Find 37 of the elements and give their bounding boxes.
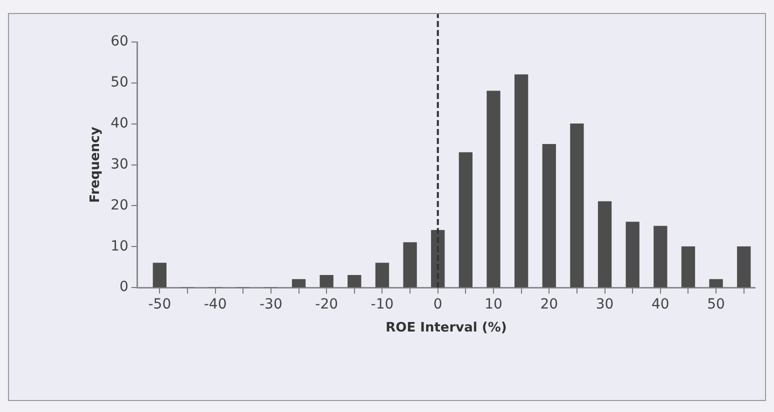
bar (152, 262, 166, 288)
x-tick-label: 0 (433, 296, 442, 313)
x-tick-label: 20 (540, 296, 558, 313)
y-tick-label: 0 (119, 279, 128, 296)
bar (403, 242, 417, 288)
y-axis-title: Frequency (88, 126, 104, 203)
y-tick-label: 60 (110, 34, 128, 50)
bar (709, 279, 723, 288)
bar (737, 246, 751, 288)
y-tick-label: 40 (110, 116, 128, 132)
x-tick-label: -40 (204, 296, 227, 313)
bar (626, 222, 640, 288)
x-axis-title: ROE Interval (%) (386, 320, 507, 336)
x-tick-label: -10 (370, 296, 394, 313)
bar (292, 279, 306, 288)
y-tick-label: 20 (110, 197, 128, 214)
y-tick-label: 50 (110, 74, 128, 91)
y-tick-label: 30 (110, 156, 128, 172)
bar (598, 201, 612, 288)
x-tick-label: -20 (315, 296, 338, 313)
x-tick-label: 30 (596, 296, 614, 313)
bar (570, 124, 584, 288)
bar (375, 262, 390, 288)
bar (514, 74, 528, 288)
x-tick-label: 10 (484, 296, 502, 313)
y-tick-label: 10 (110, 238, 128, 254)
bar (348, 274, 362, 288)
x-tick-label: -50 (148, 296, 172, 313)
bar (681, 246, 696, 288)
bar (654, 226, 668, 288)
bar (486, 90, 500, 288)
x-tick-label: 50 (707, 296, 725, 313)
bar (458, 152, 473, 288)
x-tick-label: 40 (652, 296, 670, 313)
bar (542, 144, 556, 288)
bar (320, 274, 334, 288)
x-tick-label: -30 (260, 296, 282, 313)
